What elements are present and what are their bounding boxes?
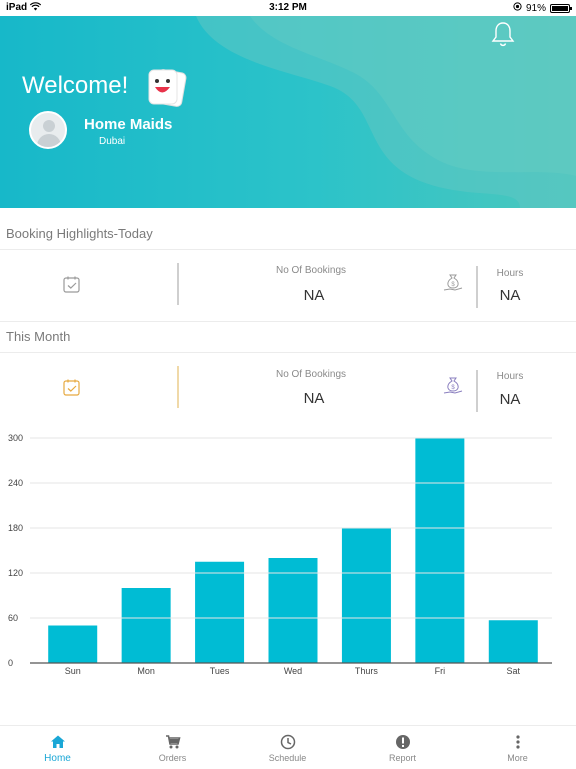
today-bookings-value: NA [303, 287, 325, 304]
status-bar: iPad 3:12 PM 91% [0, 0, 576, 16]
weekly-bookings-bar-chart: 0 60 120 180 240 300 Sun Mon Tues Wed Thurs Fri Sat [8, 433, 552, 676]
tab-more[interactable]: More [460, 726, 575, 769]
clock-icon [280, 734, 296, 755]
tab-home-label: Home [44, 753, 71, 764]
tab-report[interactable]: Report [345, 726, 460, 769]
y-tick-label: 0 [8, 658, 13, 668]
x-tick-label: Thurs [355, 666, 379, 676]
x-tick-label: Wed [284, 666, 302, 676]
month-divider-top [0, 352, 576, 353]
bottom-tab-bar: Home Orders Schedule Report More [0, 725, 576, 768]
y-tick-label: 300 [8, 433, 23, 443]
svg-text:$: $ [451, 385, 455, 391]
tab-schedule-label: Schedule [268, 753, 307, 763]
today-section-title: Booking Highlights-Today [6, 226, 153, 241]
y-tick-label: 240 [8, 478, 23, 488]
tab-orders-label: Orders [158, 753, 187, 763]
month-hours-label: Hours [496, 371, 524, 382]
x-tick-label: Sun [65, 666, 81, 676]
calendar-check-icon [62, 275, 82, 300]
x-tick-label: Tues [210, 666, 230, 676]
user-name: Home Maids [84, 116, 173, 133]
carrier-label: iPad [6, 2, 28, 13]
month-bookings-label: No Of Bookings [275, 369, 347, 380]
today-hours-separator [476, 266, 478, 308]
avatar[interactable] [29, 111, 67, 149]
bar-sun[interactable] [48, 625, 98, 664]
tab-report-label: Report [388, 753, 416, 763]
tab-home[interactable]: Home [0, 726, 115, 769]
today-hours-value: NA [499, 287, 521, 304]
x-tick-label: Mon [137, 666, 155, 676]
month-hours-value: NA [499, 391, 521, 408]
alert-icon [395, 734, 411, 755]
x-tick-label: Fri [435, 666, 446, 676]
x-tick-label: Sat [507, 666, 521, 676]
mascot-logo [146, 68, 190, 113]
orientation-lock-icon [513, 2, 522, 14]
more-vertical-icon [510, 734, 526, 755]
money-hand-icon: $ [442, 375, 464, 402]
bar-mon[interactable] [121, 588, 171, 663]
y-tick-label: 180 [8, 523, 23, 533]
today-divider-bottom [0, 321, 576, 322]
bar-thurs[interactable] [341, 528, 391, 663]
battery-icon [550, 3, 572, 13]
welcome-header: Welcome! Home Maids Dubai [0, 16, 576, 208]
user-location: Dubai [99, 136, 126, 147]
money-hand-icon: $ [442, 272, 464, 299]
month-bookings-value: NA [303, 390, 325, 407]
bar-sat[interactable] [488, 620, 538, 663]
clock-time: 3:12 PM [269, 2, 307, 13]
tab-more-label: More [507, 753, 528, 763]
header-wave-decoration [196, 16, 576, 208]
y-tick-label: 120 [8, 568, 23, 578]
home-icon [50, 734, 66, 755]
tab-schedule[interactable]: Schedule [230, 726, 345, 769]
today-divider-top [0, 249, 576, 250]
bar-tues[interactable] [195, 561, 245, 663]
tab-orders[interactable]: Orders [115, 726, 230, 769]
today-bookings-label: No Of Bookings [275, 265, 347, 276]
bar-wed[interactable] [268, 558, 318, 663]
bar-fri[interactable] [415, 438, 465, 663]
cart-icon [165, 734, 181, 755]
calendar-check-icon [62, 378, 82, 403]
y-tick-label: 60 [8, 613, 18, 623]
month-separator [177, 366, 179, 408]
svg-text:$: $ [451, 282, 455, 288]
wifi-icon [29, 2, 42, 14]
today-separator [177, 263, 179, 305]
welcome-heading: Welcome! [22, 72, 129, 99]
today-hours-label: Hours [496, 268, 524, 279]
battery-percent: 91% [525, 2, 546, 14]
month-section-title: This Month [6, 329, 71, 344]
month-hours-separator [476, 370, 478, 412]
notification-bell-icon[interactable] [490, 20, 516, 53]
